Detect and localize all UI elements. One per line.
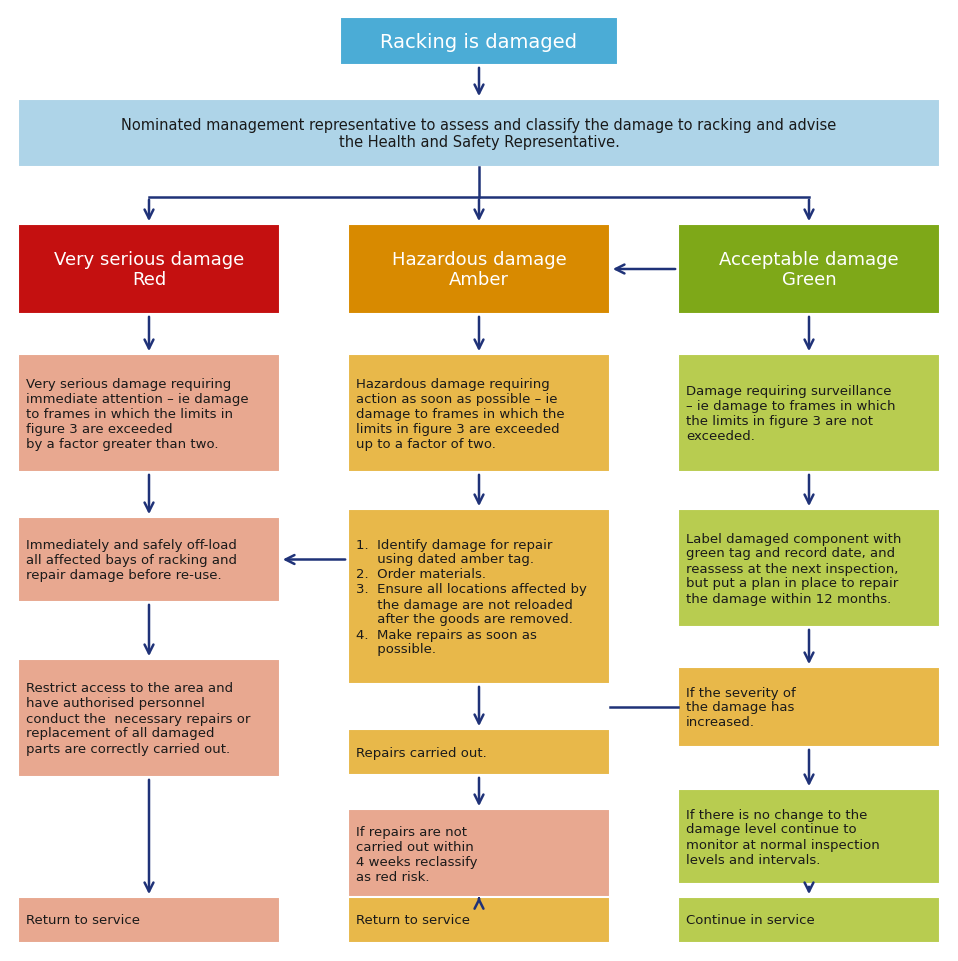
FancyBboxPatch shape bbox=[348, 225, 610, 314]
Text: Continue in service: Continue in service bbox=[686, 914, 814, 926]
FancyBboxPatch shape bbox=[18, 659, 280, 777]
Text: Restrict access to the area and
have authorised personnel
conduct the  necessary: Restrict access to the area and have aut… bbox=[26, 681, 250, 754]
FancyBboxPatch shape bbox=[18, 897, 280, 943]
FancyBboxPatch shape bbox=[678, 667, 940, 748]
FancyBboxPatch shape bbox=[340, 18, 618, 66]
FancyBboxPatch shape bbox=[18, 355, 280, 473]
FancyBboxPatch shape bbox=[348, 809, 610, 899]
Text: Label damaged component with
green tag and record date, and
reassess at the next: Label damaged component with green tag a… bbox=[686, 532, 901, 604]
Text: Return to service: Return to service bbox=[356, 914, 470, 926]
Text: If the severity of
the damage has
increased.: If the severity of the damage has increa… bbox=[686, 686, 796, 728]
FancyBboxPatch shape bbox=[678, 789, 940, 884]
Text: Very serious damage requiring
immediate attention – ie damage
to frames in which: Very serious damage requiring immediate … bbox=[26, 377, 249, 450]
FancyBboxPatch shape bbox=[678, 897, 940, 943]
FancyBboxPatch shape bbox=[678, 509, 940, 628]
FancyBboxPatch shape bbox=[18, 517, 280, 603]
FancyBboxPatch shape bbox=[348, 355, 610, 473]
FancyBboxPatch shape bbox=[678, 355, 940, 473]
FancyBboxPatch shape bbox=[348, 897, 610, 943]
Text: Immediately and safely off-load
all affected bays of racking and
repair damage b: Immediately and safely off-load all affe… bbox=[26, 538, 237, 581]
Text: If repairs are not
carried out within
4 weeks reclassify
as red risk.: If repairs are not carried out within 4 … bbox=[356, 825, 477, 883]
Text: Hazardous damage
Amber: Hazardous damage Amber bbox=[392, 250, 566, 289]
Text: Racking is damaged: Racking is damaged bbox=[380, 33, 578, 52]
Text: Damage requiring surveillance
– ie damage to frames in which
the limits in figur: Damage requiring surveillance – ie damag… bbox=[686, 384, 896, 442]
FancyBboxPatch shape bbox=[18, 100, 940, 168]
Text: 1.  Identify damage for repair
     using dated amber tag.
2.  Order materials.
: 1. Identify damage for repair using date… bbox=[356, 538, 587, 655]
Text: Very serious damage
Red: Very serious damage Red bbox=[54, 250, 244, 289]
FancyBboxPatch shape bbox=[348, 509, 610, 684]
Text: Repairs carried out.: Repairs carried out. bbox=[356, 746, 487, 759]
FancyBboxPatch shape bbox=[678, 225, 940, 314]
Text: If there is no change to the
damage level continue to
monitor at normal inspecti: If there is no change to the damage leve… bbox=[686, 807, 879, 866]
Text: Return to service: Return to service bbox=[26, 914, 140, 926]
FancyBboxPatch shape bbox=[348, 729, 610, 776]
Text: Hazardous damage requiring
action as soon as possible – ie
damage to frames in w: Hazardous damage requiring action as soo… bbox=[356, 377, 564, 450]
Text: Acceptable damage
Green: Acceptable damage Green bbox=[719, 250, 899, 289]
Text: Nominated management representative to assess and classify the damage to racking: Nominated management representative to a… bbox=[122, 117, 836, 150]
FancyBboxPatch shape bbox=[18, 225, 280, 314]
